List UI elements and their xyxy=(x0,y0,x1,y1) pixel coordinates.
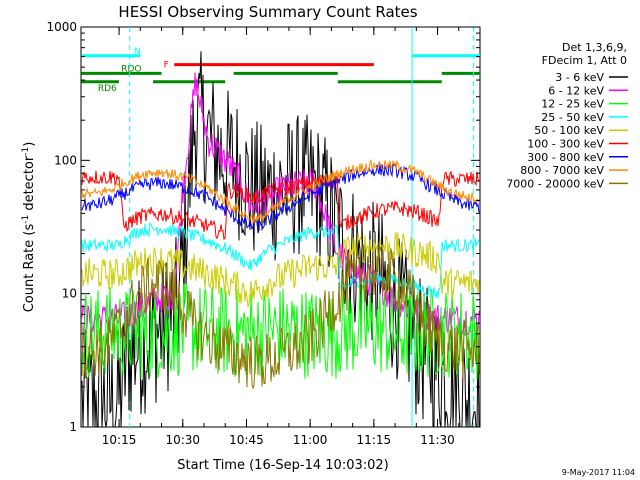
y-axis-label-mid: detector xyxy=(22,155,37,215)
legend-label: 50 - 100 keV xyxy=(534,124,604,137)
x-tick-label: 11:15 xyxy=(357,433,392,447)
legend-label: 7000 - 20000 keV xyxy=(506,177,604,190)
x-axis-label: Start Time (16-Sep-14 10:03:02) xyxy=(177,458,388,473)
legend-label: 100 - 300 keV xyxy=(527,138,604,151)
observing-status-bars: N F RDO RD6 xyxy=(81,47,480,94)
y-tick-label: 10 xyxy=(62,287,77,301)
x-tick-label: 10:15 xyxy=(102,433,137,447)
y-tick-label: 1000 xyxy=(46,20,77,34)
legend-header-line-1: Det 1,3,6,9, xyxy=(562,41,627,54)
legend-label: 800 - 7000 keV xyxy=(520,164,604,177)
x-tick-label: 10:45 xyxy=(229,433,264,447)
series-line xyxy=(81,283,480,380)
series-group xyxy=(81,51,480,428)
x-tick-label: 11:30 xyxy=(420,433,455,447)
legend-label: 300 - 800 keV xyxy=(527,151,604,164)
y-axis-label-sup2: -1 xyxy=(21,147,31,156)
x-tick-label: 11:00 xyxy=(293,433,328,447)
legend-label: 6 - 12 keV xyxy=(548,84,604,97)
footer-timestamp: 9-May-2017 11:04 xyxy=(562,468,635,477)
y-tick-label: 1 xyxy=(69,420,77,434)
status-bar-label: N xyxy=(134,47,141,57)
series-line xyxy=(81,158,480,225)
series-line xyxy=(81,242,480,390)
legend-label: 3 - 6 keV xyxy=(555,71,604,84)
legend-label: 12 - 25 keV xyxy=(541,98,604,111)
y-axis-label-main: Count Rate (s xyxy=(22,224,37,313)
y-axis-ticks: 1 10 100 1000 xyxy=(46,20,480,434)
legend: Det 1,3,6,9, FDecim 1, Att 0 3 - 6 keV6 … xyxy=(506,41,628,190)
series-line xyxy=(81,163,480,233)
status-bar-label: F xyxy=(164,61,169,71)
x-tick-label: 10:30 xyxy=(165,433,200,447)
y-axis-label-sup1: -1 xyxy=(21,215,31,224)
plot-frame xyxy=(80,26,481,428)
x-axis-ticks: 10:15 10:30 10:45 11:00 11:15 11:30 xyxy=(102,27,460,447)
legend-label: 25 - 50 keV xyxy=(541,111,604,124)
y-axis-label-end: ) xyxy=(22,142,37,147)
status-bar-label: RD6 xyxy=(98,84,117,94)
y-axis-label: Count Rate (s-1 detector-1) xyxy=(21,142,37,313)
series-line xyxy=(81,170,480,241)
chart-title: HESSI Observing Summary Count Rates xyxy=(118,3,417,21)
legend-header-line-2: FDecim 1, Att 0 xyxy=(542,54,627,67)
status-bar-label: RDO xyxy=(121,64,141,74)
y-tick-label: 100 xyxy=(54,153,77,167)
